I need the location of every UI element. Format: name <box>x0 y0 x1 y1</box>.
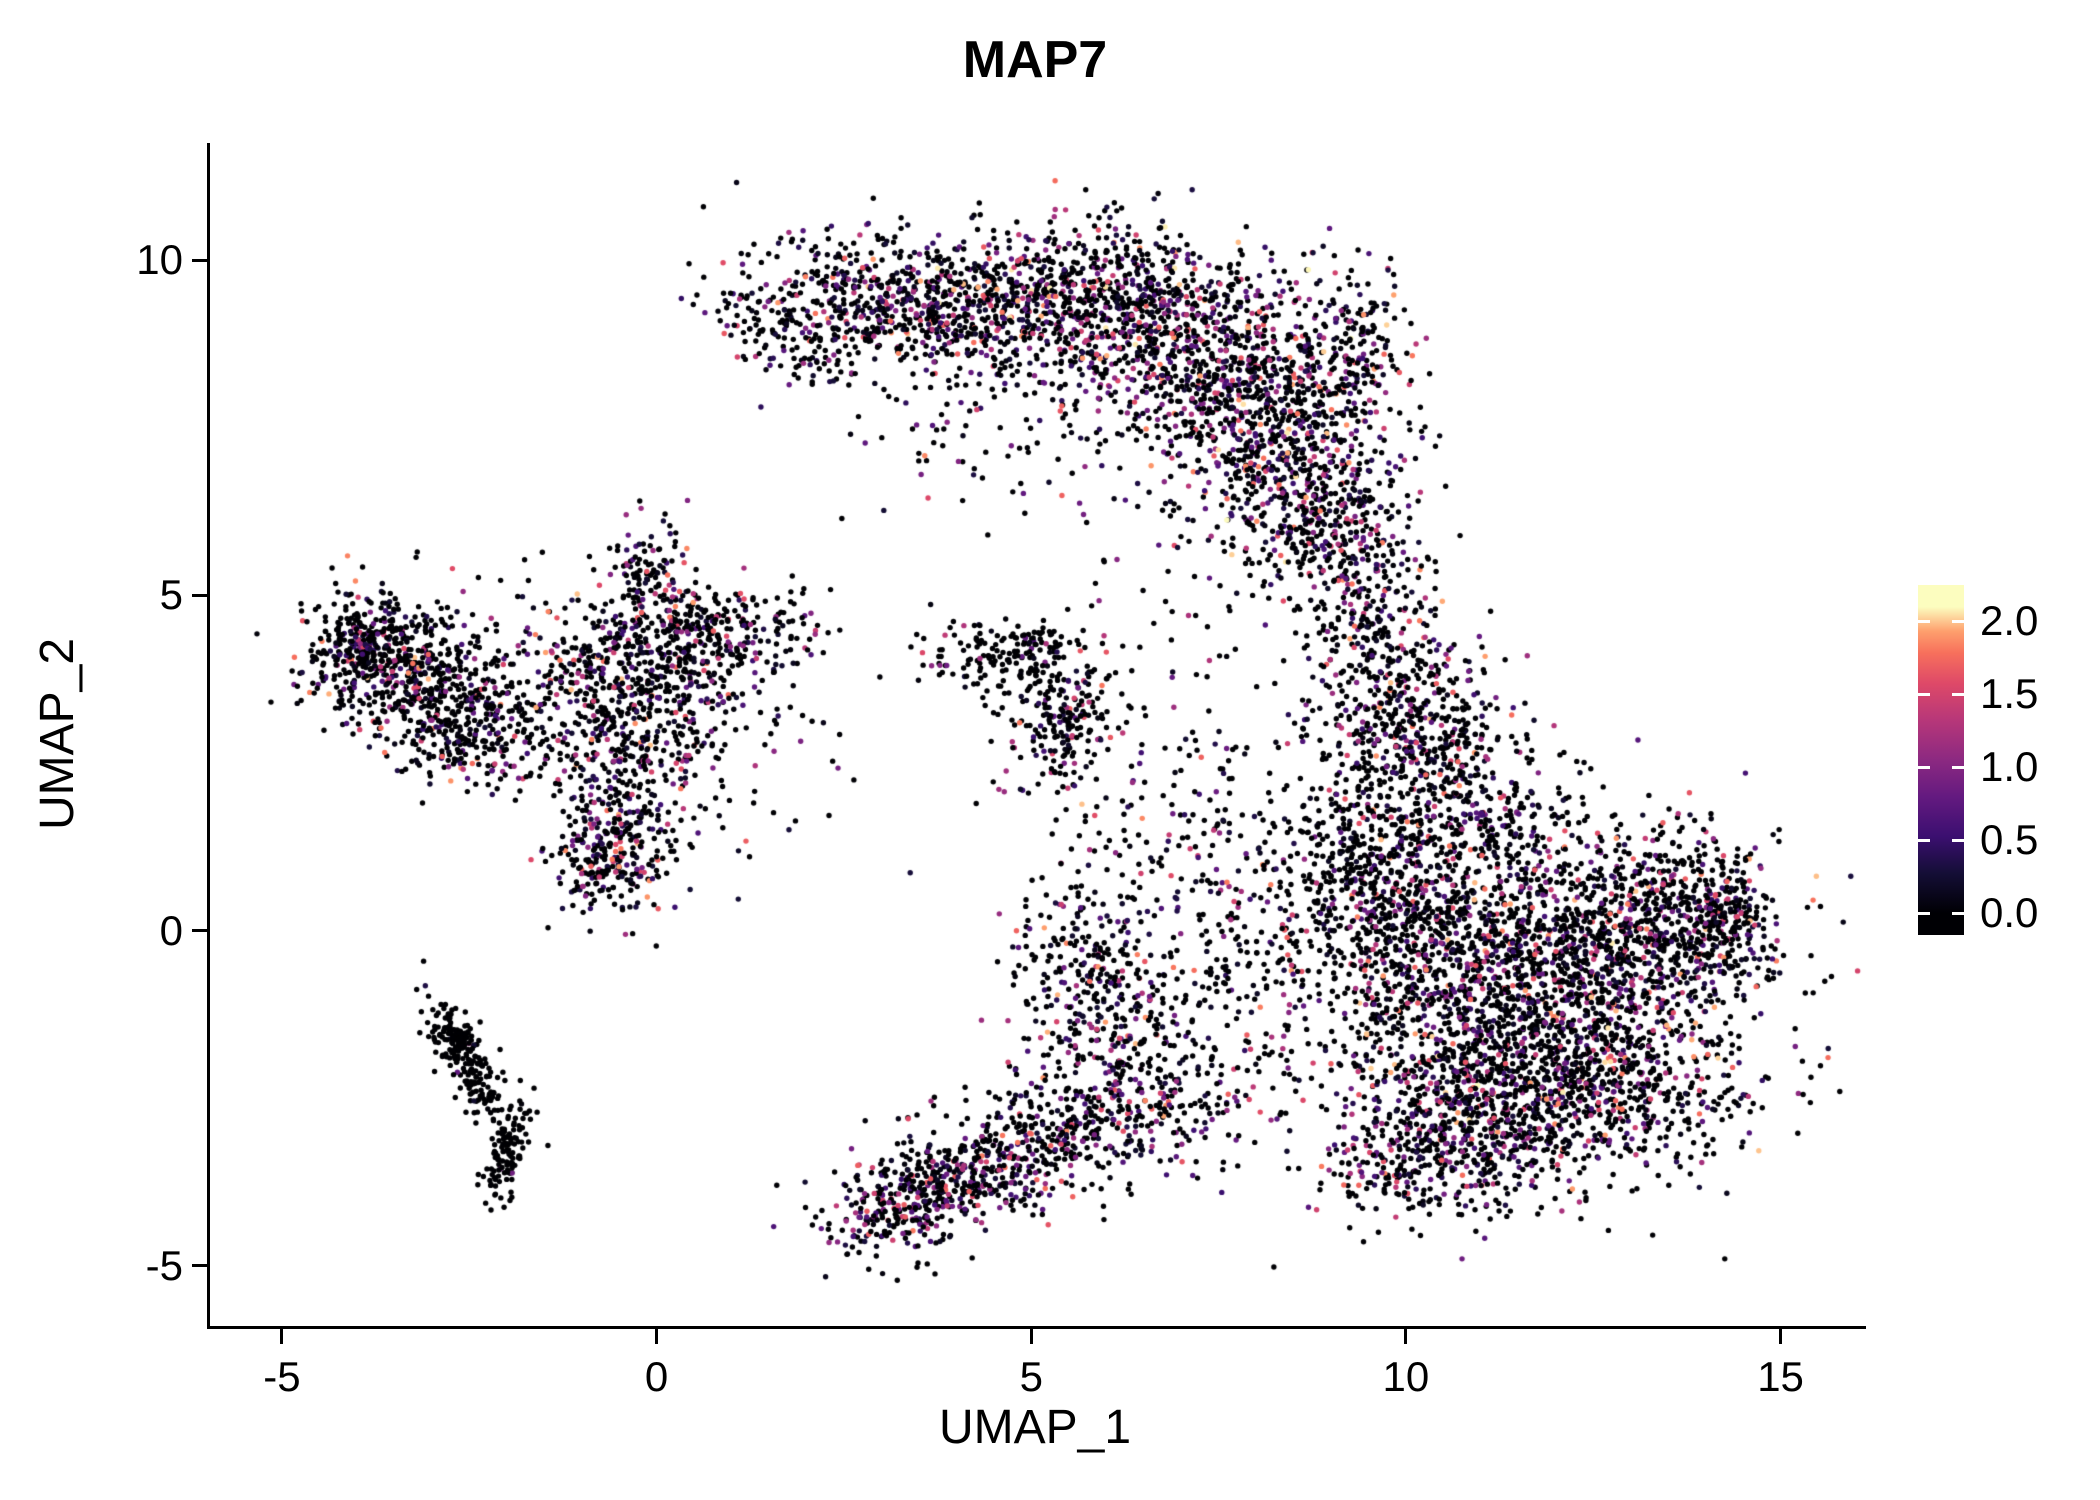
y-tick-label: 10 <box>136 236 183 284</box>
colorbar-tick-left <box>1918 619 1930 623</box>
y-tick-label: -5 <box>145 1241 183 1289</box>
y-tick-mark <box>192 929 207 933</box>
y-tick-label: 0 <box>159 906 183 954</box>
colorbar-tick-right <box>1952 619 1964 623</box>
x-tick-mark <box>280 1329 284 1344</box>
colorbar-gradient <box>1918 585 1964 935</box>
x-tick-label: -5 <box>263 1353 301 1400</box>
y-tick-mark <box>192 593 207 597</box>
x-tick-mark <box>655 1329 659 1344</box>
colorbar-tick-label: 0.0 <box>1980 889 2039 937</box>
x-tick-mark <box>1779 1329 1783 1344</box>
colorbar-tick-label: 1.0 <box>1980 743 2039 791</box>
x-tick-mark <box>1404 1329 1408 1344</box>
x-tick-label: 5 <box>1019 1353 1043 1400</box>
colorbar-tick-left <box>1918 911 1930 915</box>
colorbar-tick-right <box>1952 911 1964 915</box>
chart-title: MAP7 <box>962 31 1108 89</box>
x-tick-mark <box>1029 1329 1033 1344</box>
y-tick-mark <box>192 1264 207 1268</box>
colorbar-tick-left <box>1918 765 1930 769</box>
colorbar-tick-label: 2.0 <box>1980 597 2039 645</box>
colorbar-tick-left <box>1918 692 1930 696</box>
colorbar-tick-right <box>1952 692 1964 696</box>
scatter-canvas <box>210 143 1866 1326</box>
x-tick-label: 10 <box>1382 1353 1430 1400</box>
colorbar-tick-right <box>1952 838 1964 842</box>
colorbar-tick-label: 0.5 <box>1980 816 2039 864</box>
y-tick-mark <box>192 258 207 262</box>
colorbar-tick-label: 1.5 <box>1980 670 2039 718</box>
x-tick-label: 0 <box>644 1353 669 1400</box>
plot-area <box>207 143 1866 1329</box>
x-tick-label: 15 <box>1757 1353 1804 1400</box>
colorbar-tick-right <box>1952 765 1964 769</box>
x-axis-label: UMAP_1 <box>938 1401 1132 1454</box>
colorbar-tick-left <box>1918 838 1930 842</box>
y-tick-label: 5 <box>159 571 183 619</box>
